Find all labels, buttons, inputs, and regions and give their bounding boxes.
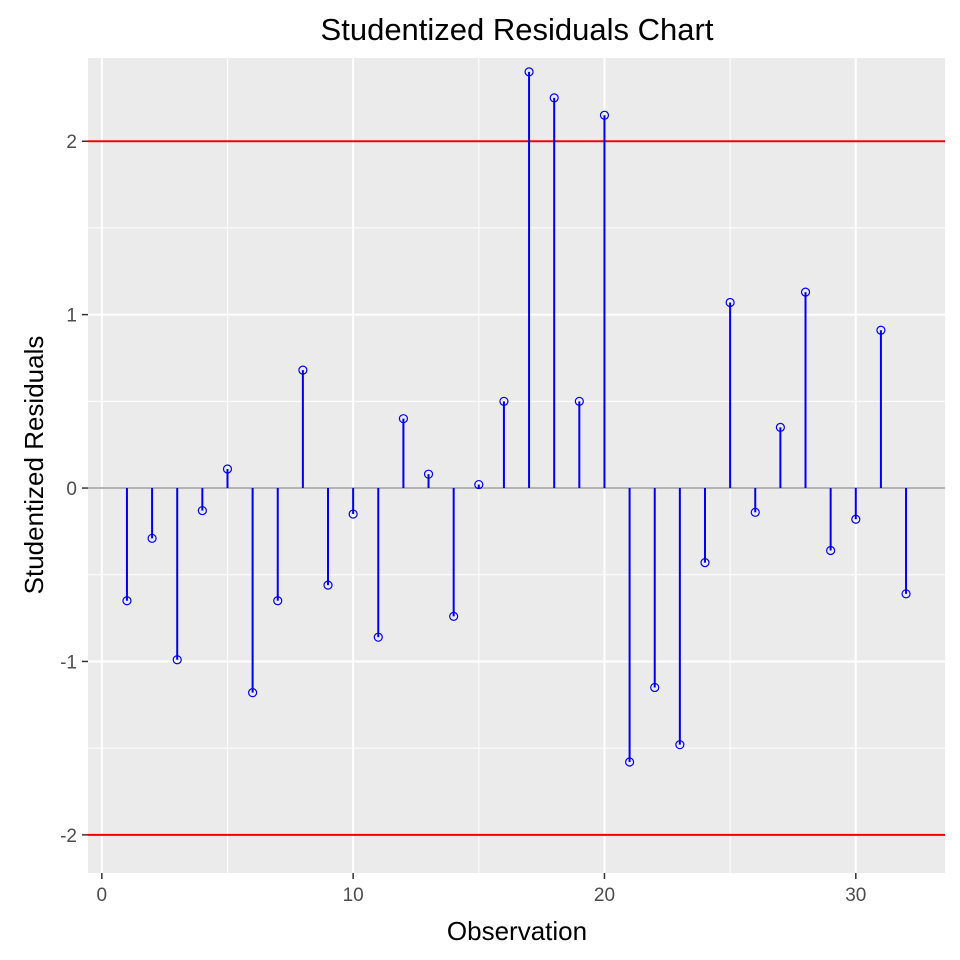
residual-points <box>122 67 911 767</box>
x-tick-label: 0 <box>97 885 108 906</box>
x-tick-label: 20 <box>594 885 615 906</box>
residual-point <box>549 93 559 103</box>
residual-point <box>700 558 710 568</box>
residual-point <box>574 396 584 406</box>
residual-point <box>449 611 459 621</box>
residual-point <box>725 297 735 308</box>
residual-point <box>524 67 534 77</box>
residual-point <box>172 655 182 665</box>
residual-point <box>826 545 836 556</box>
y-tick-label: 2 <box>66 132 77 153</box>
residual-point <box>298 365 308 375</box>
residual-point <box>348 509 358 519</box>
y-tick-label: 1 <box>66 306 77 327</box>
residual-point <box>851 514 861 524</box>
plot-panel <box>88 58 945 873</box>
residual-point <box>248 688 258 698</box>
residual-point <box>273 596 283 606</box>
x-tick-label: 10 <box>343 885 364 906</box>
residual-point <box>876 325 886 335</box>
y-axis-ticks: -2 -1 0 1 2 <box>60 132 88 847</box>
residual-point <box>624 757 635 767</box>
residual-point <box>222 464 233 474</box>
residual-point <box>650 682 660 693</box>
residual-point <box>750 507 760 517</box>
residual-point <box>775 422 785 432</box>
residual-point <box>373 632 383 642</box>
residual-point <box>197 505 207 516</box>
y-tick-label: -2 <box>60 826 77 847</box>
residual-point <box>398 414 409 424</box>
residual-point <box>499 396 509 406</box>
x-axis-title: Observation <box>447 916 587 946</box>
y-tick-label: 0 <box>66 479 77 500</box>
residual-point <box>800 287 811 297</box>
residual-point <box>474 479 484 490</box>
residual-point <box>675 740 685 750</box>
y-axis-title: Studentized Residuals <box>19 336 49 595</box>
residual-point <box>599 110 610 120</box>
chart-title: Studentized Residuals Chart <box>321 12 714 47</box>
threshold-layer <box>88 140 945 836</box>
residual-point <box>901 589 911 599</box>
x-axis-ticks: 0 10 20 30 <box>97 873 866 906</box>
residual-point <box>323 580 333 590</box>
residual-point <box>423 469 434 479</box>
residual-point <box>147 533 157 543</box>
y-tick-label: -1 <box>60 652 77 673</box>
x-tick-label: 30 <box>845 885 866 906</box>
residual-point <box>122 596 132 606</box>
